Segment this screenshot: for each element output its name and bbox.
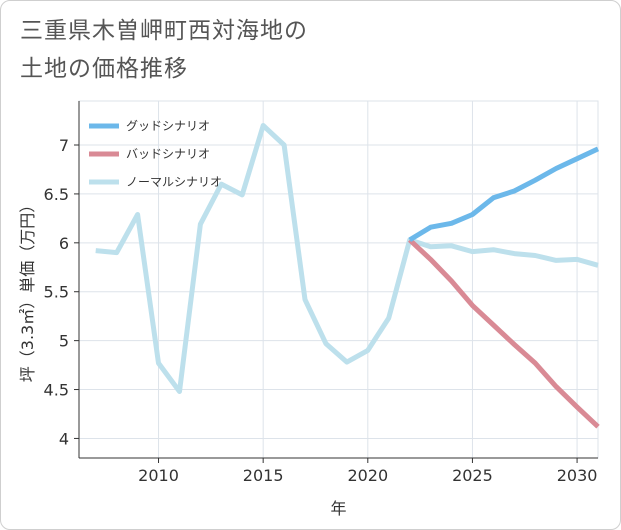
series-line-normal [95,123,599,394]
y-tick-label: 7 [59,136,69,155]
chart-title: 三重県木曽岬町西対海地の 土地の価格推移 [20,12,308,88]
y-tick-label: 5 [59,332,69,351]
x-axis-title: 年 [330,499,346,518]
x-tick-label: 2025 [452,466,493,485]
series-line-good [408,146,600,243]
x-tick-label: 2010 [138,466,179,485]
x-tick-label: 2020 [347,466,388,485]
y-tick-label: 5.5 [44,283,69,302]
legend-label-good: グッドシナリオ [126,119,210,133]
y-tick-label: 4.5 [44,381,69,400]
legend-label-normal: ノーマルシナリオ [126,175,222,189]
y-axis-title: 坪（3.3㎡）単価（万円） [18,197,37,382]
y-tick-label: 6 [59,234,69,253]
chart-title-line1: 三重県木曽岬町西対海地の [20,18,308,44]
y-tick-label: 6.5 [44,185,69,204]
x-tick-label: 2030 [557,466,598,485]
grid [78,100,599,459]
x-tick-label: 2015 [243,466,284,485]
y-tick-label: 4 [59,429,69,448]
axes: 2010 2015 2020 2025 2030 4 4.5 5 5.5 6 6.5 7 [44,101,598,485]
series-line-bad [407,238,600,429]
legend-label-bad: バッドシナリオ [126,147,210,161]
series-lines [95,123,600,429]
chart-title-line2: 土地の価格推移 [20,56,188,82]
